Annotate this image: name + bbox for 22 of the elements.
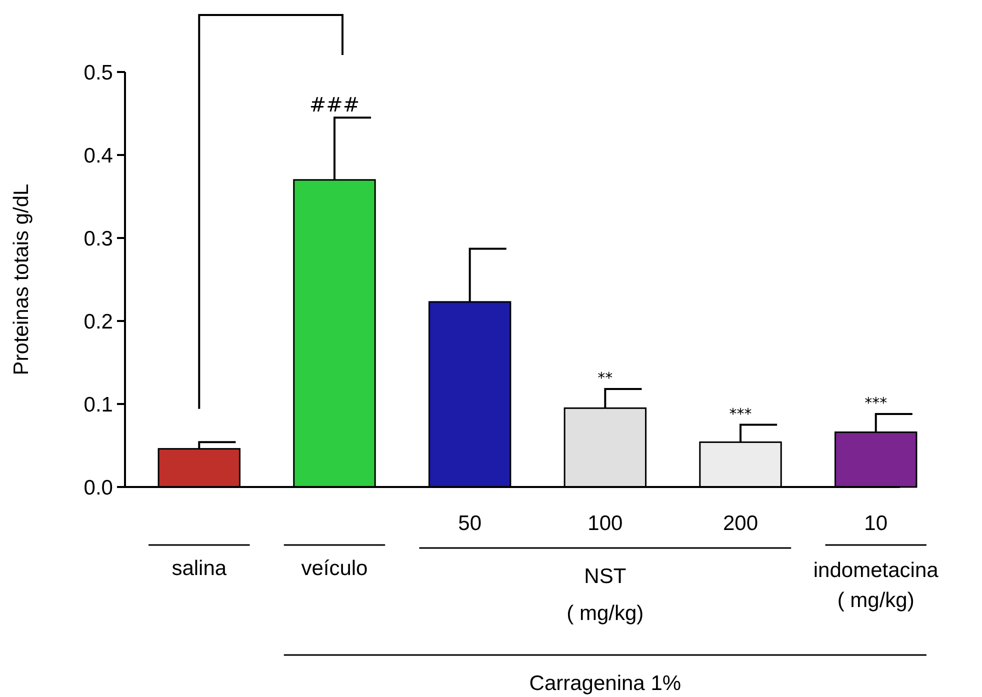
y-axis-title: Proteinas totais g/dL	[10, 184, 33, 376]
x-tick-label: veículo	[301, 557, 368, 580]
text: ( mg/kg)	[837, 589, 914, 612]
text: NST	[584, 565, 626, 588]
annotation: ***	[729, 404, 752, 423]
y-tick-label: 0.5	[84, 61, 113, 84]
annotation: ***	[864, 394, 888, 412]
x-tick-label: 200	[722, 512, 758, 535]
x-tick-label: 10	[864, 512, 888, 535]
x-tick-label: 100	[588, 512, 623, 535]
annotation: **	[598, 369, 614, 388]
text: ( mg/kg)	[566, 602, 644, 625]
y-tick-label: 0.0	[84, 476, 113, 500]
x-tick-label: 50	[458, 512, 482, 535]
x-tick-label: salina	[172, 557, 227, 580]
y-tick-label: 0.2	[84, 310, 113, 334]
y-tick-label: 0.1	[84, 393, 113, 416]
text: indometacina	[813, 559, 939, 582]
y-tick-label: 0.4	[84, 144, 114, 168]
annotation: ###	[309, 92, 360, 117]
y-tick-label: 0.3	[84, 227, 113, 250]
text: Carragenina 1%	[529, 672, 682, 695]
